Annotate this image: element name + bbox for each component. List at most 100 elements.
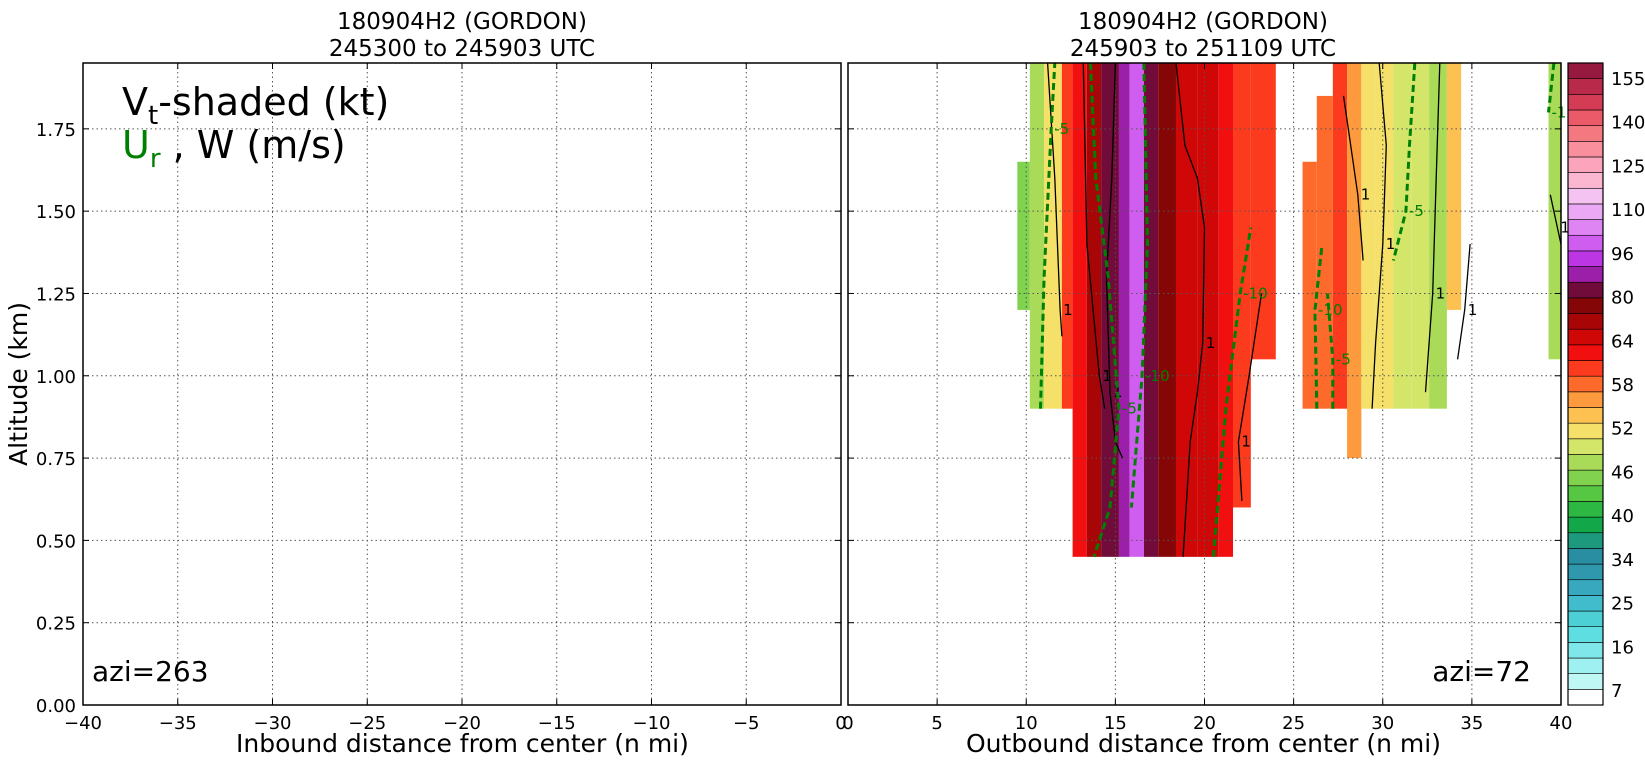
vt-column — [1375, 63, 1394, 409]
legend-vt-sub: t — [148, 101, 158, 131]
colorbar-cell — [1567, 266, 1604, 283]
colorbar-tick-label: 58 — [1611, 375, 1634, 396]
y-tick-label: 0.25 — [36, 614, 76, 635]
right-xlabel: Outbound distance from center (n mi) — [966, 729, 1441, 758]
colorbar-cell — [1567, 109, 1604, 126]
y-tick-label: 1.75 — [36, 120, 76, 141]
vt-column — [1044, 63, 1062, 409]
vt-column — [1158, 63, 1176, 557]
colorbar-tick-label: 34 — [1611, 550, 1634, 571]
x-tick-label: −5 — [733, 713, 760, 734]
x-tick-label: −10 — [633, 713, 671, 734]
legend-vt: Vt-shaded (kt) — [122, 80, 389, 131]
right-ticks — [847, 63, 1562, 706]
x-tick-label: 15 — [1104, 713, 1127, 734]
ur-contour-label: -5 — [1054, 120, 1069, 138]
colorbar: 155 140 125 110 96 80 64 58 52 46 40 34 25 16 7 — [1567, 62, 1645, 706]
vt-column — [1061, 63, 1073, 409]
x-tick-label: −25 — [348, 713, 386, 734]
w-contour-label: 1 — [1436, 284, 1446, 302]
x-tick-label: 5 — [931, 713, 942, 734]
ur-contour-label: -10 — [1318, 301, 1343, 319]
right-title-line2: 245903 to 251109 UTC — [1070, 36, 1336, 62]
w-contour-label: 1 — [1102, 367, 1112, 385]
legend-ur-main: U — [122, 123, 150, 167]
w-contour-line — [1342, 95, 1364, 261]
x-tick-label: −15 — [538, 713, 576, 734]
left-xlabel: Inbound distance from center (n mi) — [236, 729, 689, 758]
colorbar-cell — [1567, 250, 1604, 267]
vt-column — [1197, 63, 1219, 557]
right-azimuth-label: azi=72 — [1432, 655, 1531, 688]
colorbar-cell — [1567, 125, 1604, 142]
ur-contour-line — [1326, 293, 1335, 409]
x-tick-label: 40 — [1550, 713, 1573, 734]
colorbar-cell — [1567, 94, 1604, 111]
colorbar-cell — [1567, 219, 1604, 236]
right-title: 180904H2 (GORDON) 245903 to 251109 UTC — [1070, 9, 1336, 62]
x-tick-label: −20 — [443, 713, 481, 734]
colorbar-tick-label: 64 — [1611, 331, 1634, 352]
w-contour-label: 1 — [1206, 334, 1216, 352]
colorbar-cell — [1567, 78, 1604, 95]
x-tick-label: 25 — [1282, 713, 1305, 734]
colorbar-cell — [1567, 313, 1604, 330]
x-tick-label: 35 — [1460, 713, 1483, 734]
colorbar-cell — [1567, 516, 1604, 534]
y-tick-label: 1.50 — [36, 202, 76, 223]
ur-contour-label: -5 — [1409, 202, 1424, 220]
vt-column — [1302, 161, 1317, 409]
colorbar-cell — [1567, 454, 1604, 471]
colorbar-cell — [1567, 281, 1604, 299]
colorbar-cell — [1567, 391, 1604, 408]
w-contour-label: 1 — [1063, 301, 1073, 319]
ur-contour-line — [1088, 62, 1121, 558]
ur-contour-label: -10 — [1145, 367, 1170, 385]
y-tick-label: 1.00 — [36, 367, 76, 388]
colorbar-cell — [1567, 642, 1604, 659]
colorbar-cell — [1567, 187, 1604, 205]
y-axis-label: Altitude (km) — [4, 302, 33, 466]
x-tick-label: −30 — [254, 713, 292, 734]
colorbar-cell — [1567, 438, 1604, 455]
w-contour-label: 1 — [1560, 219, 1570, 237]
left-ticks — [82, 63, 842, 706]
colorbar-cell — [1567, 673, 1604, 690]
colorbar-cell — [1567, 595, 1604, 612]
legend-vt-main: V — [122, 80, 148, 124]
colorbar-cell — [1567, 532, 1604, 549]
colorbar-tick-label: 25 — [1611, 594, 1634, 615]
colorbar-tick-label: 7 — [1611, 681, 1622, 702]
colorbar-tick-label: 52 — [1611, 419, 1634, 440]
w-contour-line — [1082, 62, 1106, 409]
colorbar-cell — [1567, 579, 1604, 596]
w-contour-line — [1105, 62, 1124, 459]
w-contour-label: 1 — [1241, 433, 1251, 451]
vt-column — [1429, 63, 1447, 409]
vt-shading — [1017, 63, 1561, 557]
colorbar-tick-label: 155 — [1611, 69, 1645, 90]
colorbar-cell — [1567, 172, 1604, 189]
colorbar-cell — [1567, 469, 1604, 487]
colorbar-cell — [1567, 626, 1604, 643]
right-x-tick-labels: 0 5 10 15 20 25 30 35 40 — [842, 713, 1572, 734]
y-tick-label: 0.00 — [36, 696, 76, 717]
w-contour-label: 1 — [1468, 301, 1478, 319]
colorbar-cell — [1567, 360, 1604, 377]
colorbar-cell — [1567, 203, 1604, 220]
w-contour-line — [1371, 62, 1387, 409]
colorbar-cell — [1567, 62, 1604, 79]
vt-column — [1029, 63, 1045, 409]
colorbar-tick-label: 110 — [1611, 200, 1645, 221]
w-contour-line — [1175, 62, 1206, 557]
vt-column — [1411, 63, 1430, 409]
vt-column — [1332, 63, 1348, 409]
colorbar-tick-label: 16 — [1611, 637, 1634, 658]
legend-ur-rest: , W (m/s) — [161, 123, 346, 167]
vt-column — [1316, 95, 1333, 409]
ur-contour-line — [1211, 227, 1253, 557]
colorbar-cell — [1567, 422, 1604, 440]
x-tick-label: −35 — [159, 713, 197, 734]
ur-contour-label: -5 — [1122, 400, 1137, 418]
